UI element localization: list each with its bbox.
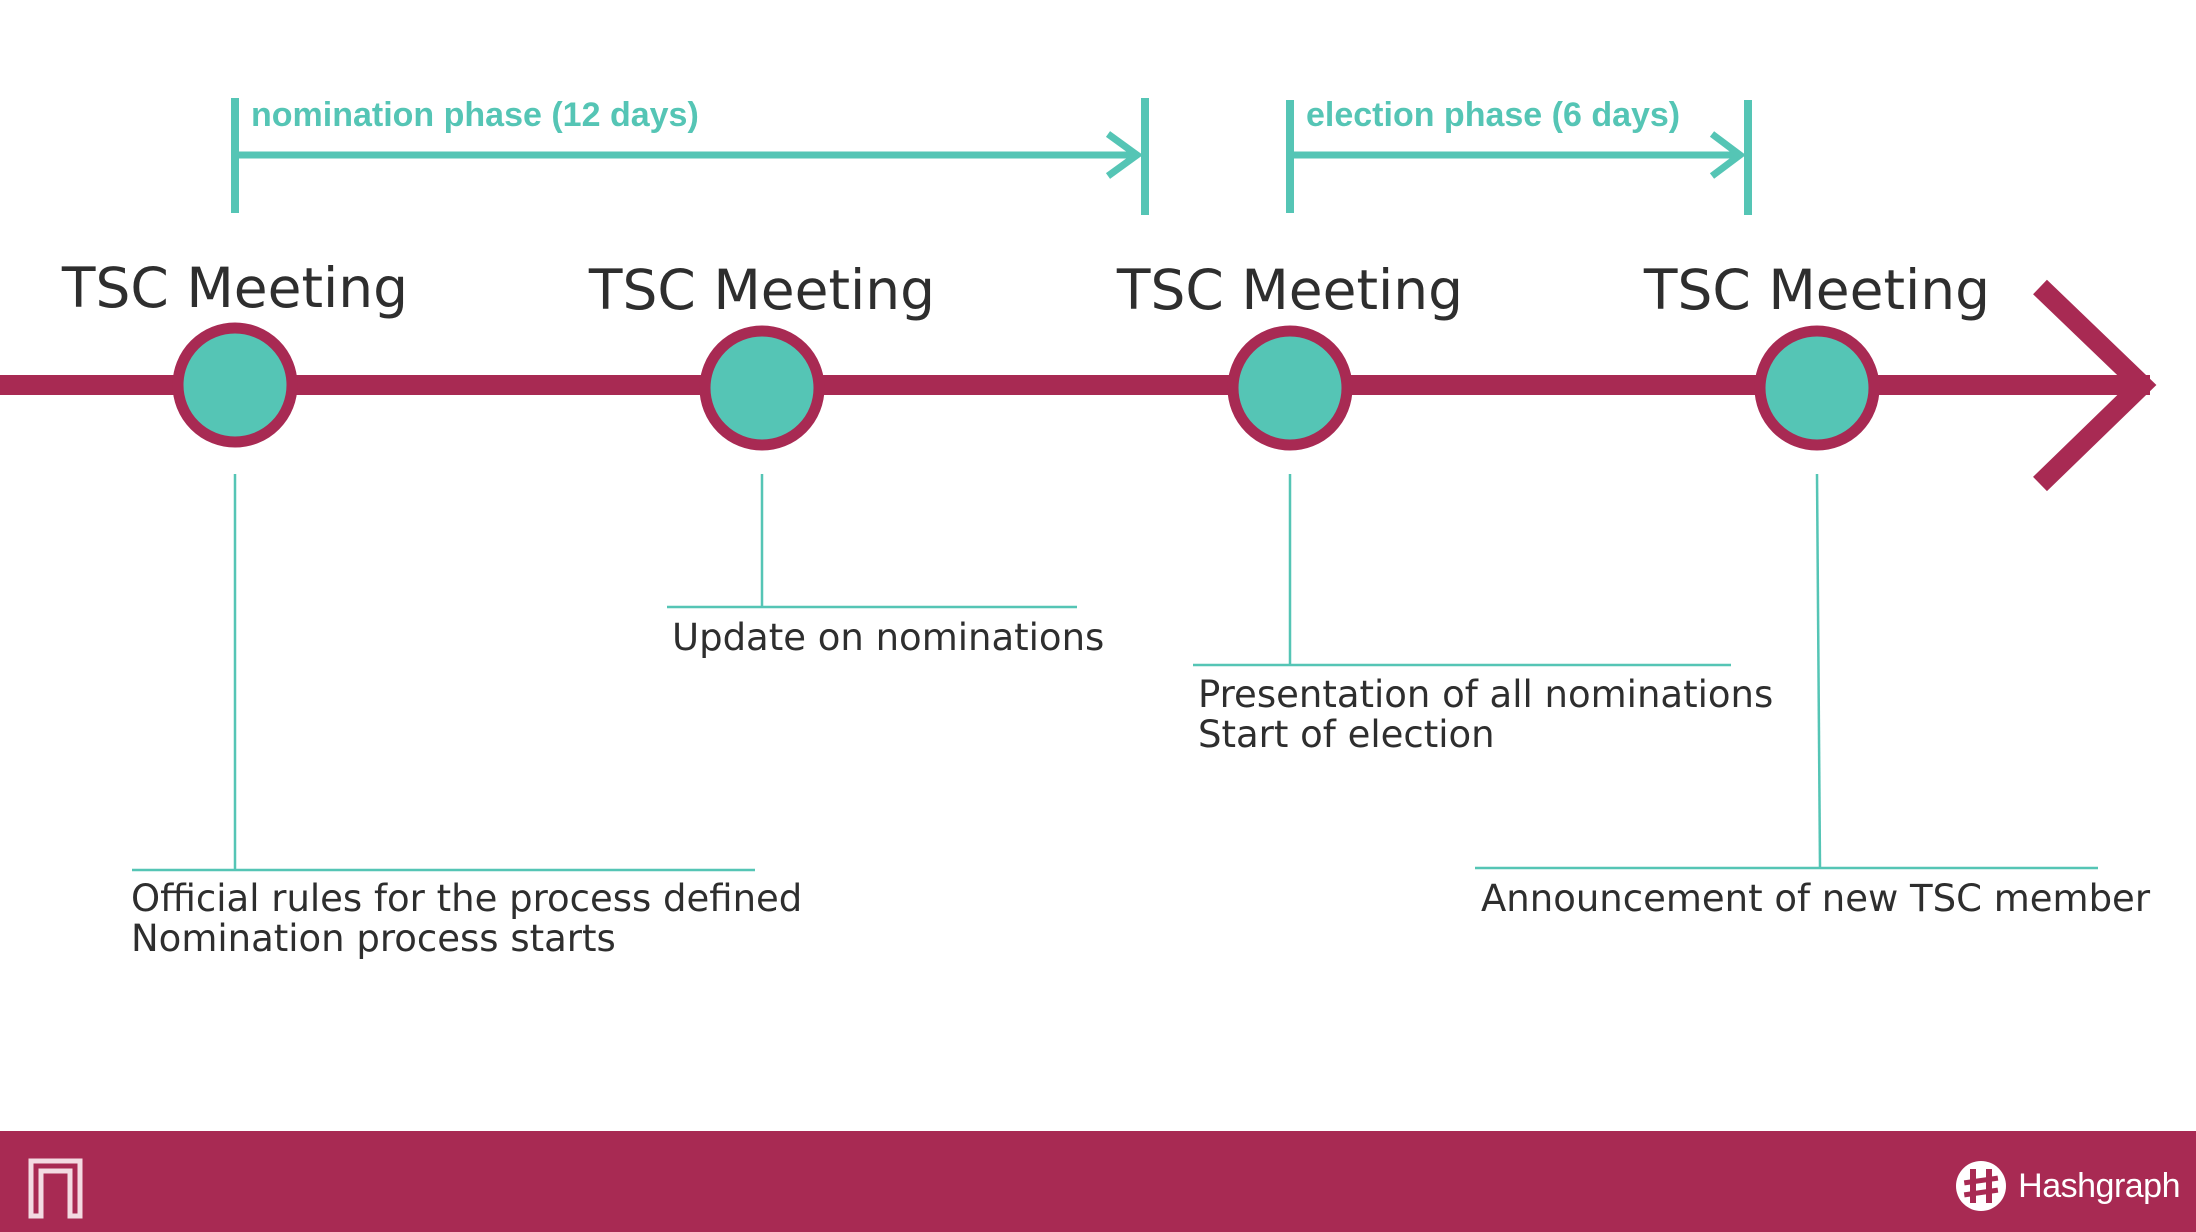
meeting-3-note-1: Presentation of all nominations [1198,673,1773,716]
meeting-2-note-1: Update on nominations [672,616,1104,659]
election-phase-label: election phase (6 days) [1306,96,1680,134]
meeting-4-note-1: Announcement of new TSC member [1481,877,2151,920]
meeting-4: TSC Meeting Announcement of new TSC memb… [1475,258,2151,920]
nomination-phase-label: nomination phase (12 days) [251,96,699,134]
meeting-4-node [1754,325,1880,451]
meeting-4-connector [1815,473,1822,869]
meeting-1: TSC Meeting Official rules for the proce… [61,256,802,960]
meeting-1-node [172,322,298,448]
meeting-1-note-1: Official rules for the process defined [131,877,802,920]
bracket-logo-icon [28,1158,83,1219]
meeting-2-node [699,325,825,451]
meeting-1-label: TSC Meeting [61,256,408,320]
meeting-3-note-2: Start of election [1198,713,1495,756]
timeline-diagram: nomination phase (12 days) election phas… [0,96,2157,960]
meeting-3-node [1227,325,1353,451]
timeline-arrowhead [2033,279,2157,492]
nomination-phase-bracket: nomination phase (12 days) [231,96,1149,215]
meeting-4-label: TSC Meeting [1643,258,1990,322]
election-phase-bracket: election phase (6 days) [1286,96,1752,215]
meeting-3: TSC Meeting Presentation of all nominati… [1116,258,1773,756]
meeting-1-note-2: Nomination process starts [131,917,616,960]
footer-brand: Hashgraph [1955,1158,2180,1214]
brand-name: Hashgraph [2018,1166,2180,1205]
hashgraph-logo-icon [1956,1161,2007,1211]
footer-bar: Hashgraph [0,1131,2196,1232]
meeting-3-label: TSC Meeting [1116,258,1463,322]
meeting-2-label: TSC Meeting [588,258,935,322]
meeting-2: TSC Meeting Update on nominations [588,258,1104,659]
